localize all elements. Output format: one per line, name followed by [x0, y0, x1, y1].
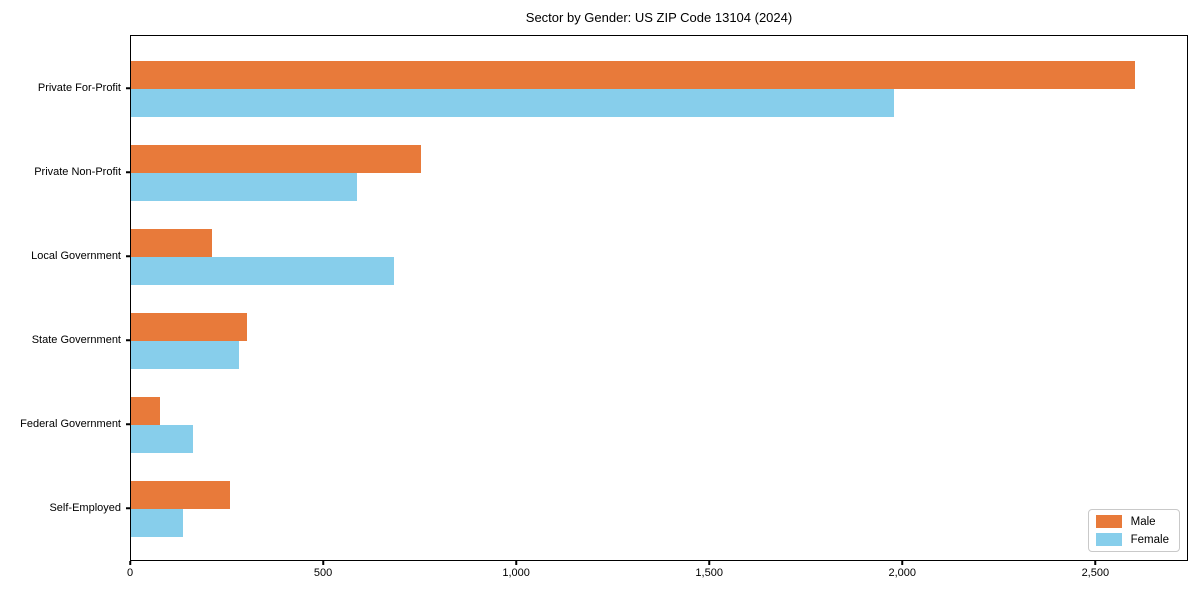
x-tick-mark [901, 561, 903, 565]
y-tick-mark [126, 255, 130, 257]
bar-female-private-non-profit [131, 173, 357, 201]
x-tick-mark [515, 561, 517, 565]
x-tick-mark [322, 561, 324, 565]
y-tick-label-self-employed: Self-Employed [49, 502, 121, 514]
legend-swatch-male [1095, 515, 1122, 528]
bar-male-self-employed [131, 481, 230, 509]
y-tick-label-private-for-profit: Private For-Profit [37, 82, 121, 94]
x-tick-label-0: 0 [126, 567, 134, 579]
y-tick-label-federal-government: Federal Government [20, 418, 121, 430]
x-tick-label-1-500: 1,500 [695, 567, 723, 579]
bar-female-private-for-profit [131, 89, 894, 117]
bar-male-federal-government [131, 397, 160, 425]
legend: Male Female [1087, 509, 1180, 552]
bar-female-self-employed [131, 509, 184, 537]
y-tick-mark [126, 339, 130, 341]
legend-label-male: Male [1130, 515, 1156, 528]
x-tick-label-1-000: 1,000 [502, 567, 530, 579]
x-tick-label-500: 500 [313, 567, 333, 579]
y-tick-mark [126, 507, 130, 509]
bar-male-state-government [131, 313, 247, 341]
x-tick-label-2-000: 2,000 [888, 567, 917, 579]
bar-female-state-government [131, 341, 240, 369]
x-tick-mark [708, 561, 710, 565]
bar-male-private-non-profit [131, 145, 421, 173]
legend-label-female: Female [1130, 533, 1169, 546]
legend-swatch-female [1095, 533, 1122, 546]
chart-title: Sector by Gender: US ZIP Code 13104 (202… [525, 10, 793, 25]
y-tick-mark [126, 171, 130, 173]
y-tick-mark [126, 87, 130, 89]
legend-item-male: Male [1095, 515, 1169, 528]
bar-male-local-government [131, 229, 213, 257]
plot-area: Male Female [130, 35, 1188, 561]
bar-female-local-government [131, 257, 394, 285]
x-tick-mark [129, 561, 131, 565]
legend-item-female: Female [1095, 533, 1169, 546]
y-tick-label-local-government: Local Government [31, 250, 121, 262]
bar-male-private-for-profit [131, 61, 1135, 89]
x-tick-label-2-500: 2,500 [1081, 567, 1110, 579]
y-tick-mark [126, 423, 130, 425]
x-tick-mark [1094, 561, 1097, 565]
bar-female-federal-government [131, 425, 193, 453]
y-tick-label-state-government: State Government [31, 334, 121, 346]
y-tick-label-private-non-profit: Private Non-Profit [34, 166, 121, 178]
